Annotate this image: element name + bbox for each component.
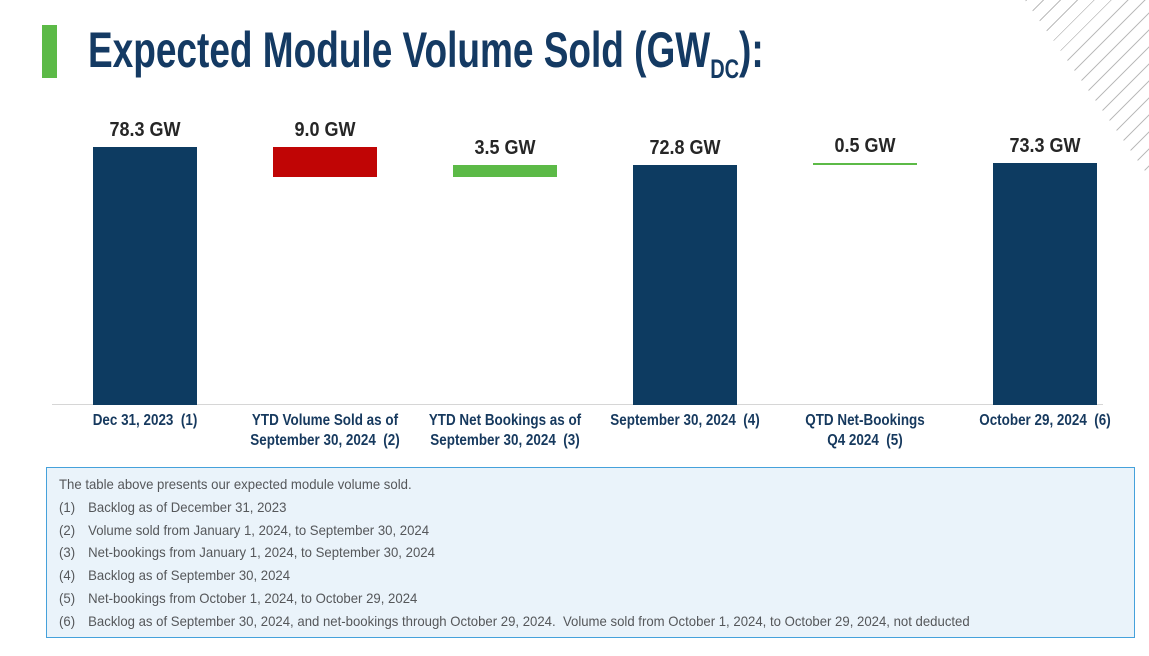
footnote-row-4: (4) Backlog as of September 30, 2024 (59, 564, 1058, 587)
bar-value-label: 73.3 GW (1009, 135, 1081, 158)
bar-value-label: 0.5 GW (834, 135, 896, 158)
footnote-number: (4) (59, 567, 76, 584)
footnote-number: (5) (59, 589, 76, 606)
title-subscript: DC (710, 54, 740, 84)
bar-category-label: YTD Volume Sold as of September 30, 2024… (250, 412, 400, 449)
footnote-number: (3) (59, 544, 76, 561)
footnote-list: (1) Backlog as of December 31, 2023 (2) Vol… (59, 496, 1122, 633)
footnote-row-2: (2) Volume sold from January 1, 2024, to … (59, 519, 1058, 542)
bar-value-label: 3.5 GW (474, 137, 536, 160)
footnote-row-1: (1) Backlog as of December 31, 2023 (59, 496, 1058, 519)
bar-value-label: 78.3 GW (109, 119, 181, 141)
bar-segment-2 (273, 147, 377, 177)
footnote-text: Backlog as of September 30, 2024, and ne… (88, 612, 970, 629)
bar-value-label: 9.0 GW (294, 119, 356, 141)
footnote-text: Backlog as of September 30, 2024 (88, 567, 291, 584)
title-text: Expected Module Volume Sold (GW (88, 22, 711, 78)
chart-column-3: 3.5 GW YTD Net Bookings as of September 3… (415, 0, 595, 449)
chart-column-2: 9.0 GW YTD Volume Sold as of September 30… (235, 0, 415, 449)
footnote-row-3: (3) Net-bookings from January 1, 2024, to… (59, 541, 1058, 564)
footnote-intro: The table above presents our expected mo… (59, 476, 412, 492)
chart-column-1: 78.3 GW Dec 31, 2023 (1) (55, 0, 235, 429)
footnote-number: (6) (59, 612, 76, 629)
footnote-text: Net-bookings from October 1, 2024, to Oc… (88, 589, 418, 606)
chart-column-5: 0.5 GW QTD Net-Bookings Q4 2024 (5) (775, 0, 955, 449)
bar-category-label: October 29, 2024 (6) (979, 412, 1111, 429)
footnote-row-5: (5) Net-bookings from October 1, 2024, to… (59, 587, 1058, 610)
bar-segment-4 (633, 165, 737, 405)
footnote-box: The table above presents our expected mo… (46, 467, 1135, 638)
title-suffix: ): (739, 22, 764, 78)
x-axis-line (52, 404, 1103, 405)
footnote-number: (2) (59, 521, 76, 538)
chart-column-6: 73.3 GW October 29, 2024 (6) (955, 0, 1135, 429)
bar-category-label: Dec 31, 2023 (1) (92, 412, 198, 429)
footnote-text: Backlog as of December 31, 2023 (88, 498, 287, 515)
bar-segment-6 (993, 163, 1097, 405)
bar-category-label: September 30, 2024 (4) (610, 412, 760, 429)
bar-segment-3 (453, 165, 557, 177)
footnote-number: (1) (59, 498, 76, 515)
bar-segment-1 (93, 147, 197, 405)
bar-segment-5 (813, 163, 917, 166)
chart-column-4: 72.8 GW September 30, 2024 (4) (595, 0, 775, 429)
footnote-text: Net-bookings from January 1, 2024, to Se… (88, 544, 435, 561)
page-title: Expected Module Volume Sold (GWDC): (88, 20, 764, 83)
title-accent-bar (42, 25, 57, 78)
bar-value-label: 72.8 GW (649, 137, 721, 160)
bar-category-label: QTD Net-Bookings Q4 2024 (5) (805, 412, 925, 449)
bar-category-label: YTD Net Bookings as of September 30, 202… (428, 412, 582, 449)
footnote-row-6: (6) Backlog as of September 30, 2024, and… (59, 610, 1058, 633)
footnote-text: Volume sold from January 1, 2024, to Sep… (88, 521, 430, 538)
